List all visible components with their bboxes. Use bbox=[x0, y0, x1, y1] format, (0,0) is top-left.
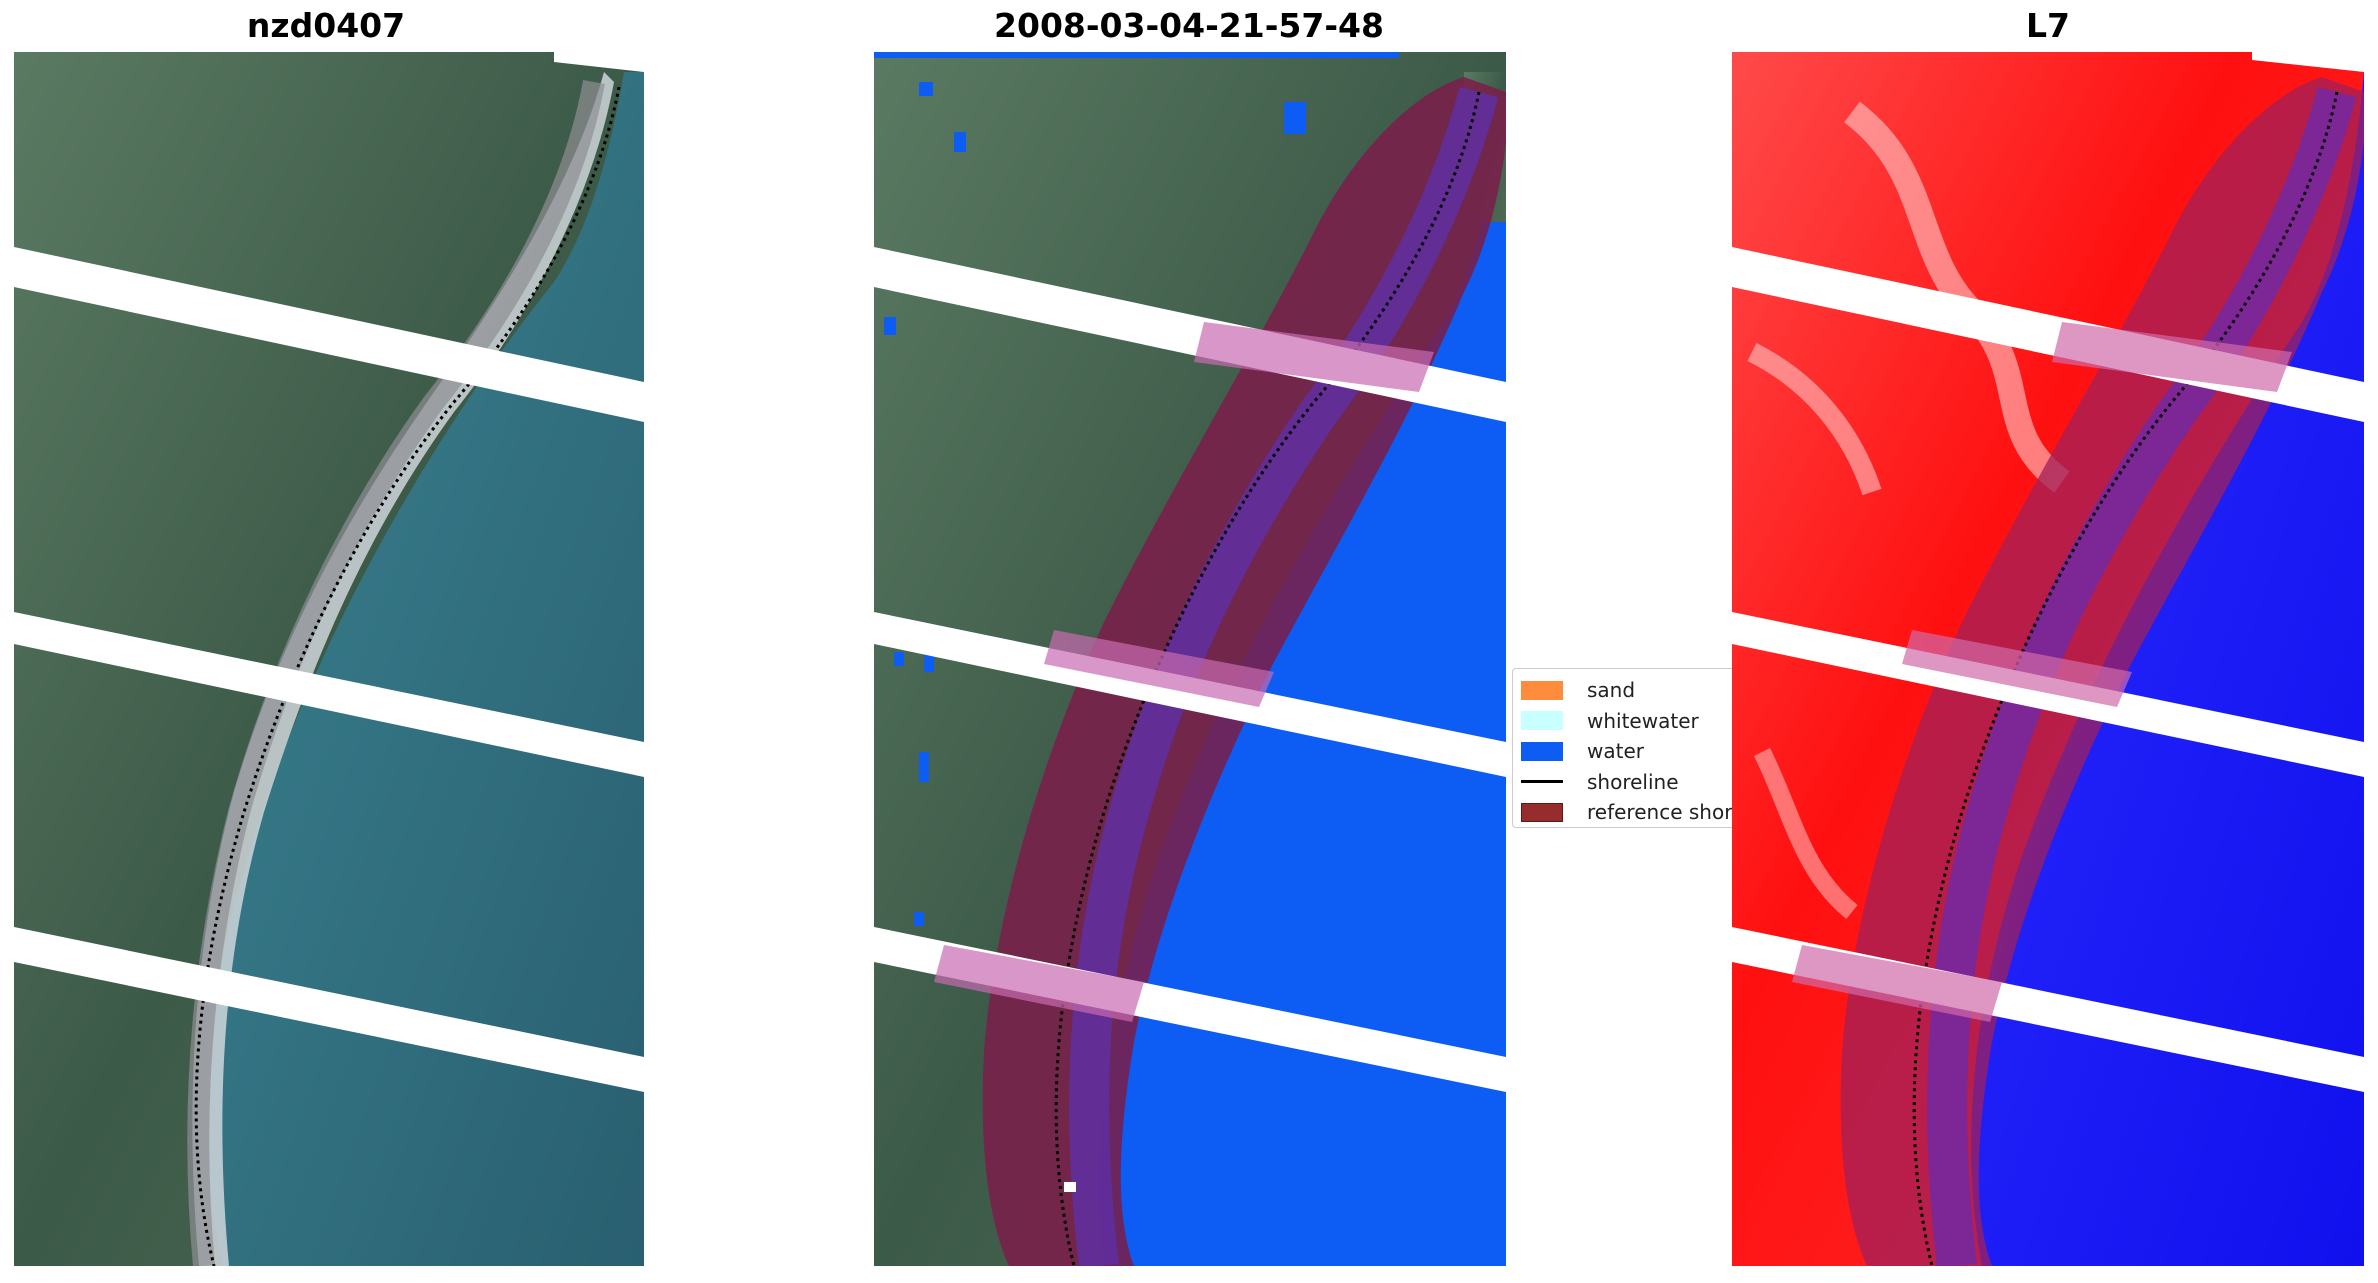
legend-label: sand bbox=[1587, 678, 1636, 703]
panel-title-classified: 2008-03-04-21-57-48 bbox=[994, 6, 1384, 45]
scan-gap bbox=[14, 612, 644, 777]
whitewater-swatch bbox=[1521, 711, 1563, 731]
rgb-satellite-image bbox=[14, 52, 644, 1266]
legend-item-water: water bbox=[1521, 736, 1741, 767]
legend-item-sand: sand bbox=[1521, 675, 1741, 706]
legend-item-shoreline: shoreline bbox=[1521, 767, 1741, 798]
index-image-panel bbox=[1732, 52, 2364, 1266]
rgb-image-panel bbox=[14, 52, 644, 1266]
panel-title-rgb: nzd0407 bbox=[246, 6, 406, 45]
shoreline-swatch bbox=[1521, 780, 1563, 784]
scan-gap bbox=[14, 927, 644, 1092]
classified-image-panel bbox=[874, 52, 1506, 1266]
legend-label: water bbox=[1587, 739, 1644, 764]
water-class-region bbox=[1099, 72, 1506, 1266]
legend: sand whitewater water shoreline referenc… bbox=[1512, 668, 1742, 828]
scan-gap bbox=[14, 247, 644, 422]
scan-gap bbox=[1732, 612, 2364, 777]
reference-shoreline-swatch bbox=[1521, 802, 1563, 822]
scan-gap bbox=[874, 612, 1506, 777]
legend-item-reference-shoreline: reference shor bbox=[1521, 797, 1741, 827]
classified-image bbox=[874, 52, 1506, 1266]
legend-item-whitewater: whitewater bbox=[1521, 706, 1741, 737]
legend-label: whitewater bbox=[1587, 708, 1699, 733]
panel-title-index: L7 bbox=[2026, 6, 2070, 45]
water-index-image bbox=[1732, 52, 2364, 1266]
legend-label: shoreline bbox=[1587, 769, 1679, 794]
water-swatch bbox=[1521, 741, 1563, 761]
water-index-region bbox=[1971, 72, 2364, 1266]
sand-swatch bbox=[1521, 680, 1563, 700]
shoreline-line bbox=[194, 86, 621, 1266]
legend-label: reference shor bbox=[1587, 800, 1733, 825]
